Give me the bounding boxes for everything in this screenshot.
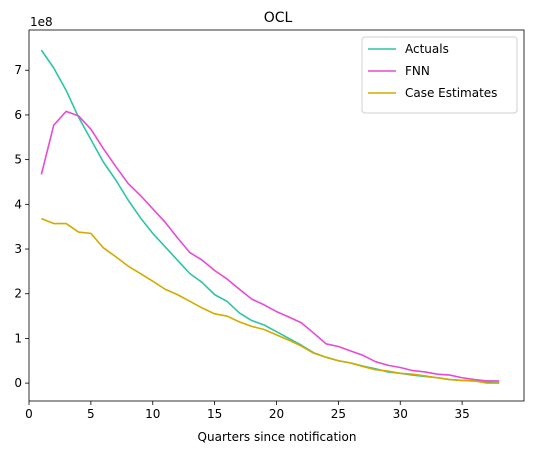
- x-axis-title: Quarters since notification: [198, 430, 357, 444]
- legend-label-actuals: Actuals: [405, 42, 449, 56]
- x-tick-label: 20: [269, 407, 284, 421]
- legend-box: [361, 36, 518, 114]
- x-tick-label: 30: [393, 407, 408, 421]
- x-tick-label: 35: [454, 407, 469, 421]
- series-line-case-estimates: [41, 217, 500, 384]
- plot-area: [40, 49, 500, 384]
- chart-title: OCL: [264, 10, 293, 26]
- legend: Actuals FNN Case Estimates: [361, 36, 518, 114]
- axes: 0 5 10 15 20 25 30 35 0 1 2 3 4 5 6 7: [14, 29, 525, 421]
- x-tick-label: 10: [145, 407, 160, 421]
- y-tick-label: 5: [14, 153, 22, 167]
- x-tick-label: 15: [207, 407, 222, 421]
- y-offset-label: 1e8: [30, 15, 53, 29]
- y-tick-label: 4: [14, 197, 22, 211]
- legend-label-case-estimates: Case Estimates: [405, 86, 497, 100]
- y-tick-label: 0: [14, 376, 22, 390]
- y-tick-label: 7: [14, 63, 22, 77]
- x-tick-label: 25: [331, 407, 346, 421]
- y-tick-label: 3: [14, 242, 22, 256]
- series-line-fnn: [40, 110, 500, 382]
- legend-label-fnn: FNN: [405, 64, 430, 78]
- y-tick-label: 2: [14, 287, 22, 301]
- y-tick-label: 1: [14, 331, 22, 345]
- y-tick-label: 6: [14, 108, 22, 122]
- x-tick-label: 5: [87, 407, 95, 421]
- x-tick-label: 0: [25, 407, 33, 421]
